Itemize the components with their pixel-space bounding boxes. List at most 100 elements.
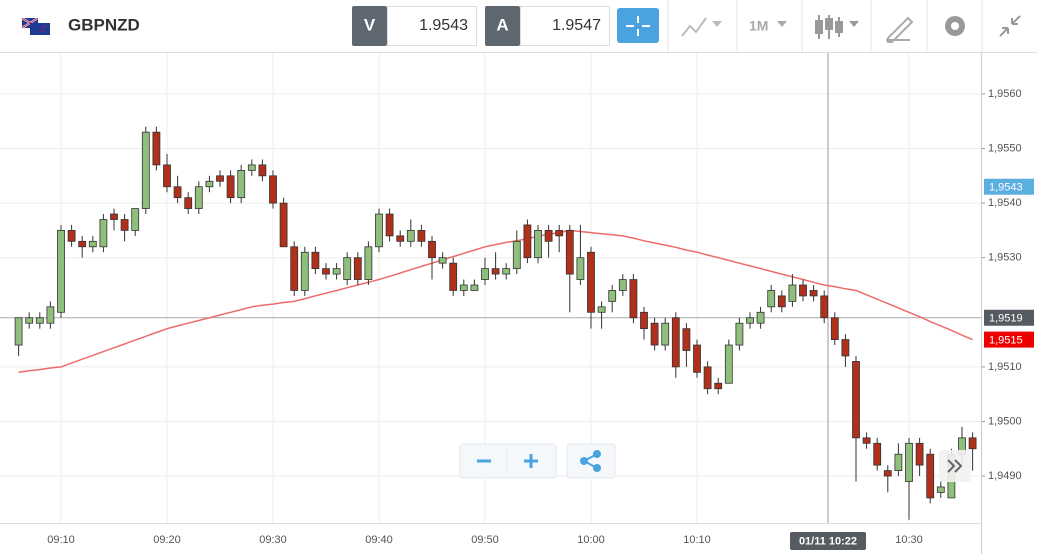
candle-body	[502, 268, 511, 275]
bid-button[interactable]	[352, 6, 387, 46]
price-label: 1,9515	[989, 334, 1023, 346]
scroll-right-button[interactable]	[939, 450, 971, 482]
share-button[interactable]	[580, 450, 601, 472]
candle-body	[926, 453, 935, 499]
x-tick-label: 09:30	[259, 534, 287, 546]
candle-body	[311, 251, 320, 270]
candle-body	[830, 317, 839, 340]
candle-body	[746, 317, 754, 324]
candle-body	[110, 213, 118, 220]
candle-body	[756, 311, 765, 324]
y-tick-label: 1,9550	[988, 142, 1022, 154]
y-tick-label: 1,9530	[988, 252, 1022, 264]
candle-body	[194, 186, 203, 209]
draw-button[interactable]	[886, 16, 914, 43]
price-label-box	[984, 309, 1034, 326]
y-tick-label: 1,9490	[988, 470, 1022, 482]
candle-body	[820, 295, 829, 319]
candle-body	[184, 197, 193, 209]
timeframe[interactable]: 1M	[749, 18, 768, 34]
candle-body	[862, 437, 871, 444]
x-tick-label: 10:10	[683, 534, 711, 546]
candle-body	[247, 164, 256, 171]
candle-body	[396, 235, 405, 242]
candle-body	[555, 230, 564, 237]
candle-body	[406, 230, 415, 242]
candle-body	[120, 219, 129, 231]
candle-body	[216, 175, 224, 182]
candle-body	[650, 322, 659, 346]
candle-body	[481, 268, 489, 280]
candle-body	[364, 246, 373, 280]
candle-body	[470, 284, 479, 291]
ask-button[interactable]	[485, 6, 520, 46]
bid-label[interactable]: V	[364, 15, 376, 34]
timeframe-arrow[interactable]	[777, 21, 787, 27]
collapse-button[interactable]	[999, 15, 1021, 37]
candle-body	[35, 317, 44, 324]
y-tick-label: 1,9560	[988, 88, 1022, 100]
separators	[667, 0, 983, 52]
candle-body	[852, 361, 860, 439]
candle-body	[78, 240, 87, 248]
candle-body	[57, 230, 65, 313]
price-label-box	[984, 178, 1034, 195]
candle-body	[459, 284, 468, 291]
x-tick-label: 10:30	[895, 534, 923, 546]
candle-body	[618, 279, 627, 291]
candle-body	[417, 230, 426, 242]
candle-body	[777, 295, 786, 308]
candle-body	[438, 257, 447, 264]
candle-body	[67, 230, 76, 242]
candle-body	[565, 230, 574, 275]
ask-box[interactable]	[520, 6, 610, 46]
crosshair-button[interactable]	[617, 8, 659, 43]
candle-body	[841, 339, 850, 357]
bid-box[interactable]	[387, 6, 477, 46]
candle-body	[873, 442, 882, 466]
y-tick-label: 1,9540	[988, 197, 1022, 209]
candle-body	[640, 311, 648, 330]
indicator-button[interactable]	[681, 17, 722, 37]
candle-body	[587, 251, 595, 313]
candle-body	[714, 382, 723, 390]
candle-body	[279, 202, 288, 248]
candle-body	[682, 328, 691, 351]
bid-price[interactable]: 1.9543	[419, 17, 468, 34]
settings-button[interactable]	[945, 16, 965, 36]
x-tick-label: 10:00	[577, 534, 605, 546]
candle-body	[141, 131, 150, 209]
candle-body	[14, 317, 23, 346]
x-tick-label: 09:20	[153, 534, 181, 546]
candle-body	[576, 257, 585, 280]
price-label: 1,9543	[989, 182, 1023, 194]
candle-body	[322, 268, 330, 275]
candle-body	[290, 246, 299, 291]
x-tick-label: 09:40	[365, 534, 393, 546]
zoom-in[interactable]	[524, 454, 538, 468]
candle-body	[883, 470, 892, 477]
candle-body	[936, 486, 945, 493]
crosshair-time-box	[790, 532, 866, 550]
candle-body	[205, 180, 214, 188]
candle-body	[131, 208, 140, 231]
price-label: 1,9519	[989, 313, 1023, 325]
ask-price[interactable]: 1.9547	[552, 17, 601, 34]
chart-type-button[interactable]	[815, 15, 859, 39]
candle-body	[343, 257, 352, 280]
x-tick-label: 09:10	[47, 534, 75, 546]
crosshair-time-label: 01/11 10:22	[799, 535, 857, 547]
candle-body	[99, 219, 108, 248]
symbol[interactable]: GBPNZD	[68, 15, 140, 34]
y-tick-label: 1,9500	[988, 415, 1022, 427]
candle-body	[523, 224, 532, 259]
flag	[21, 17, 50, 35]
candle-body	[905, 442, 913, 482]
candle-body	[767, 290, 776, 308]
candle-body	[88, 240, 97, 248]
candle-body	[544, 230, 553, 242]
ask-label[interactable]: A	[496, 15, 508, 34]
candle-body	[703, 366, 712, 390]
candle-body	[332, 268, 341, 275]
candle-body	[428, 240, 436, 259]
